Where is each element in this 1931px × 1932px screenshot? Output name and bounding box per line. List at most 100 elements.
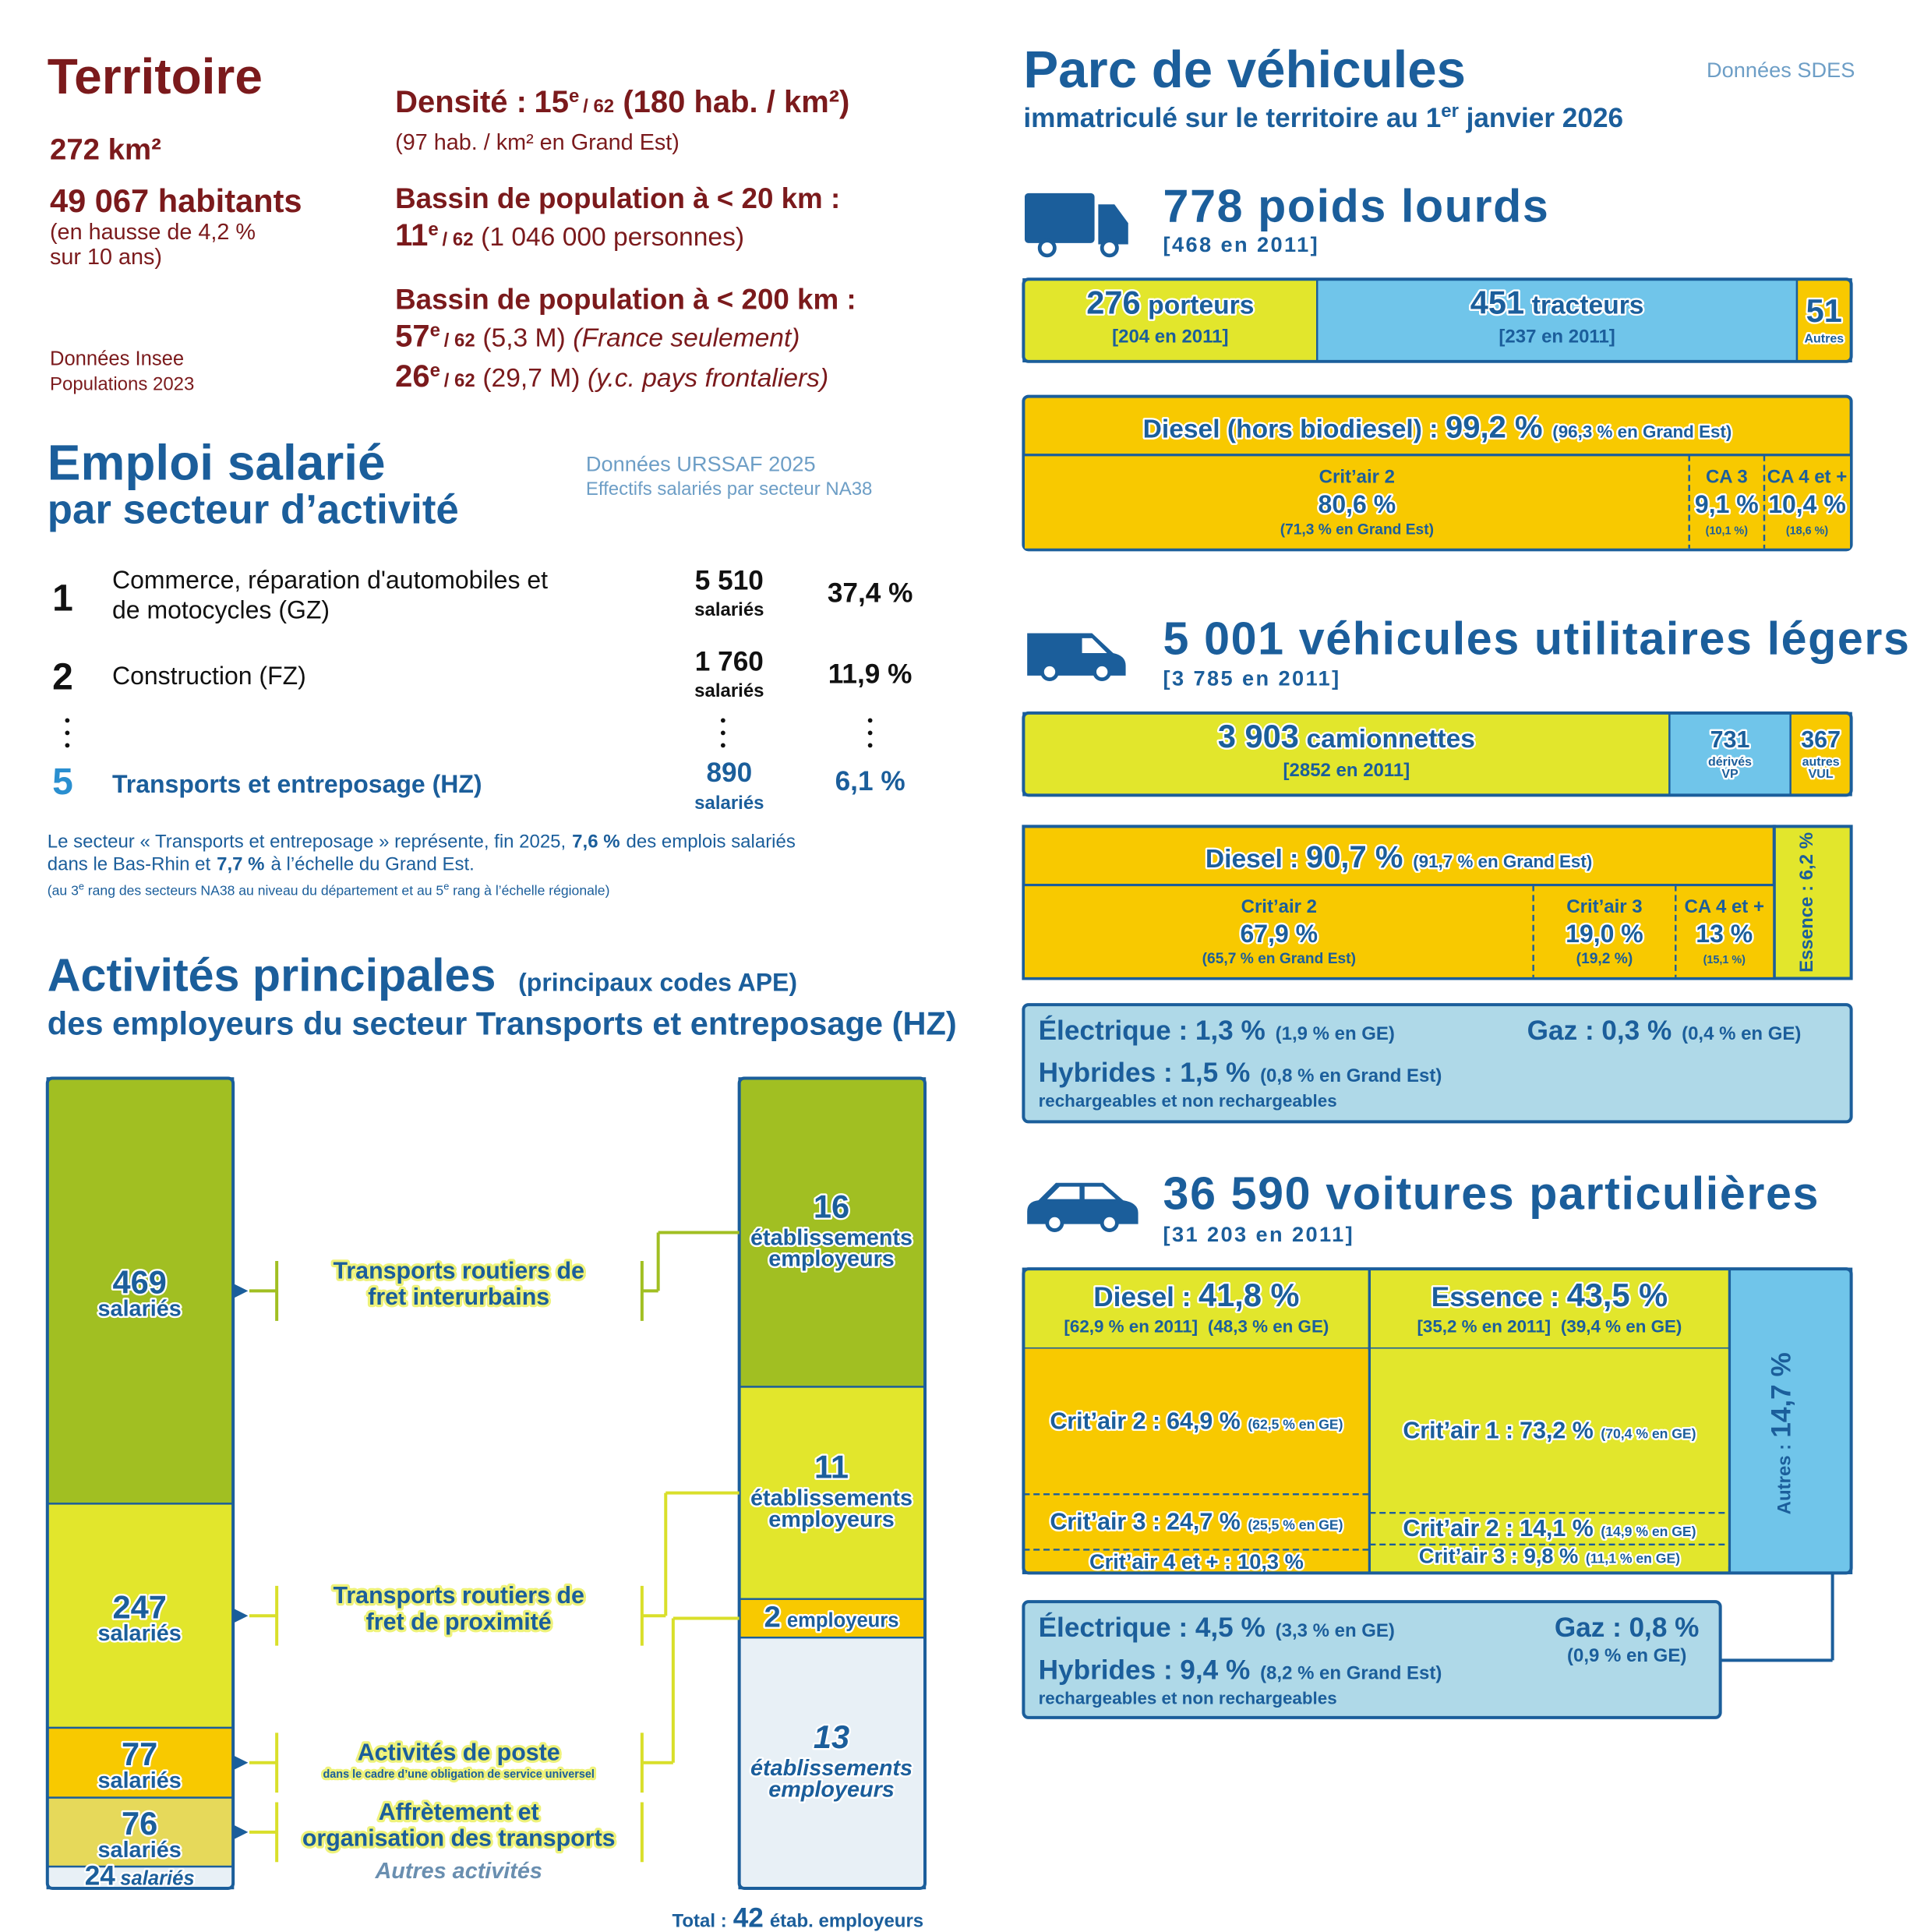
fuels-ge: (48,3 % en GE) [1208, 1317, 1329, 1337]
segment [1789, 712, 1852, 796]
etablissements-unit: établissements [750, 1225, 913, 1250]
diesel-pct: 90,7 % [1306, 840, 1403, 874]
critair-label: Crit’air 4 et + :10,3 % [1089, 1549, 1304, 1574]
rows-rank: 2 [52, 656, 73, 698]
rows-sector: Construction (FZ) [112, 662, 306, 690]
labels-note: dans le cadre d’une obligation de servic… [323, 1768, 595, 1781]
segments-ref: [2852 en 2011] [1283, 760, 1410, 781]
segments-name: autres [1802, 755, 1840, 768]
critair-cell [1024, 1549, 1368, 1574]
emploi-note: à l’échelle du Grand Est. [270, 853, 474, 874]
diesel-pct: 99,2 % [1446, 410, 1542, 444]
critair-name: CA 4 et + [1685, 896, 1764, 917]
emploi-note: (au 3e rang des secteurs NA38 au niveau d… [48, 880, 610, 898]
alternatives-hybrides: Hybrides :9,4 % (8,2 % en Grand Est) [1039, 1655, 1442, 1685]
critair-label: Crit’air 1 : 73,2 % (70,4 % en GE) [1403, 1417, 1696, 1443]
alternatives-electrique: 4,5 % [1195, 1612, 1266, 1643]
critair-ge: (15,1 %) [1703, 954, 1746, 966]
autres-label: Autres : 14,7 % [1767, 1352, 1797, 1514]
lines-value: (5,3 M) [482, 324, 565, 353]
critair-label: Crit’air 3 : [1050, 1508, 1160, 1535]
rows-sector: Commerce, réparation d'automobiles et [112, 566, 548, 594]
etablissements-value: 2 employeurs [764, 1601, 899, 1634]
autres-gaz: 0,3 % [1601, 1015, 1672, 1046]
poids-lourds-ref: [468 en 2011] [1163, 232, 1320, 256]
segments-name: dérivés [1708, 755, 1752, 768]
critair-ge: (14,9 % en GE) [1601, 1524, 1696, 1539]
rows-unit: salariés [694, 793, 764, 814]
etablissements-unit: employeurs [768, 1507, 895, 1532]
truck-icon [1024, 192, 1095, 243]
critair-cell [1024, 885, 1534, 977]
rows-sector: de motocycles (GZ) [112, 595, 330, 623]
van-window [1082, 638, 1107, 654]
rows-share: 37,4 % [828, 577, 913, 608]
ellipsis-dot [65, 743, 70, 748]
alternatives-gaz: (0,9 % en GE) [1567, 1645, 1686, 1666]
critair-ge: (18,6 %) [1786, 525, 1829, 538]
territoire-population-note: sur 10 ans) [50, 245, 162, 270]
salaries-value: 24 [85, 1861, 116, 1891]
critair-label: Crit’air 2 : 14,1 % (14,9 % en GE) [1403, 1515, 1696, 1542]
segments-ref: [237 en 2011] [1499, 327, 1615, 348]
labels-lines: Activités de poste [358, 1740, 560, 1766]
segments-name: dérivés [1708, 755, 1752, 768]
essence-box [1772, 825, 1853, 980]
critair-label: 10,4 % [1768, 490, 1846, 518]
territoire-population-note: sur 10 ans) [50, 245, 162, 270]
autres-column [1728, 1267, 1853, 1574]
emploi-source: Effectifs salariés par secteur NA38 [586, 479, 873, 500]
labels-lines: fret interurbains [368, 1284, 549, 1310]
autres-electrique: 1,3 % [1195, 1015, 1266, 1046]
critair-cell [1370, 1348, 1728, 1513]
critair-label: 80,6 % [1319, 490, 1396, 518]
segments-ref: [237 en 2011] [1499, 327, 1615, 348]
vehicules-title: Parc de véhicules [1023, 41, 1466, 99]
emploi-source: Effectifs salariés par secteur NA38 [586, 479, 873, 500]
alternatives-gaz: (0,9 % en GE) [1567, 1645, 1686, 1666]
segments-name: VP [1721, 768, 1739, 781]
territoire-source: Données Insee [50, 348, 184, 370]
rows-share: 6,1 % [835, 766, 905, 796]
fuels-ref: [62,9 % en 2011] (48,3 % en GE) [1064, 1317, 1329, 1337]
activites-subtitle: des employeurs du secteur Transports et … [48, 1005, 957, 1041]
ellipsis-dot [720, 730, 725, 736]
vehicules-subtitle: immatriculé sur le territoire au 1er janv… [1023, 101, 1623, 133]
etablissements-value: 16 [814, 1188, 849, 1224]
segments-label: 3 903 [1218, 718, 1299, 754]
segment [1022, 712, 1671, 796]
diesel-ge: (96,3 % en Grand Est) [1552, 422, 1732, 441]
critair-cell [1675, 885, 1774, 977]
emploi-subtitle: par secteur d’activité [48, 487, 459, 533]
poids-lourds-title: 778 poids lourds [1163, 180, 1550, 232]
segments-label: 367 [1801, 726, 1841, 753]
emploi-subtitle: par secteur d’activité [48, 487, 459, 533]
vehicules-source: Données SDES [1707, 58, 1855, 82]
critair-label: Crit’air 3 : 24,7 % (25,5 % en GE) [1050, 1508, 1343, 1535]
lines-of: / 62 [444, 330, 475, 351]
critair-name: Crit’air 2 [1319, 467, 1395, 488]
etablissements-unit: établissements [750, 1225, 913, 1250]
segments-name: autres [1802, 755, 1840, 768]
diesel-label: Diesel : 90,7 % (91,7 % en Grand Est) [1206, 840, 1592, 874]
autres-pct: 14,7 % [1767, 1352, 1797, 1438]
arrow [233, 1824, 249, 1840]
van-wheel [1040, 662, 1059, 682]
salaries-value: 76 [122, 1805, 157, 1842]
rows-count: 5 510 [695, 565, 764, 595]
activites-title: Activités principales (principaux codes A… [48, 948, 797, 1001]
alternatives-hybrides: (8,2 % en Grand Est) [1260, 1662, 1442, 1683]
critair-label: Crit’air 1 : [1403, 1417, 1513, 1443]
critair-ge: (11,1 % en GE) [1586, 1551, 1680, 1566]
fuels-label: Essence : 43,5 % [1431, 1277, 1668, 1313]
rows-share: 37,4 % [828, 577, 913, 608]
critair-pct: 64,9 % [1167, 1408, 1241, 1435]
autres-hybrides: Hybrides :1,5 % (0,8 % en Grand Est) [1039, 1058, 1442, 1088]
critair-label: 9,1 % [1695, 490, 1759, 518]
critair-ge: (10,1 %) [1706, 525, 1749, 538]
territoire-population: 49 067 habitants [50, 182, 302, 219]
critair-label: 9,1 % [1695, 490, 1759, 518]
critair-label: 19,0 % [1566, 920, 1643, 948]
fuels-label: Diesel : [1093, 1282, 1191, 1312]
segment [1668, 712, 1792, 796]
